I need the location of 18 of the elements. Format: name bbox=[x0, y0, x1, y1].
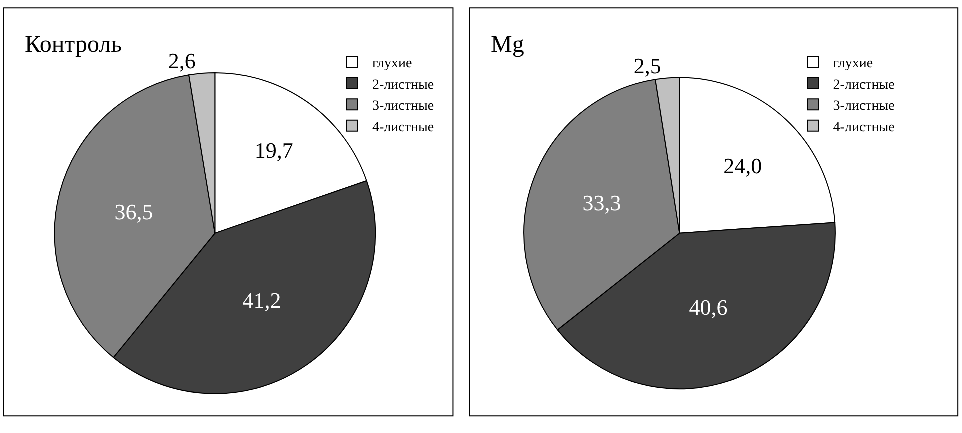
data-label: 33,3 bbox=[582, 190, 622, 216]
legend-label: 4-листные bbox=[833, 120, 895, 136]
data-label: 19,7 bbox=[254, 138, 294, 164]
chart-title: Mg bbox=[491, 32, 524, 58]
legend-label: 4-листные bbox=[372, 120, 434, 136]
chart-title: Контроль bbox=[25, 32, 122, 58]
data-label: 24,0 bbox=[724, 153, 762, 178]
legend-label: 2-листные bbox=[372, 78, 434, 93]
legend-label: 2-листные bbox=[833, 78, 895, 93]
data-label: 41,2 bbox=[242, 288, 282, 313]
legend-label: глухие bbox=[372, 56, 412, 72]
legend-label: 3-листные bbox=[372, 99, 434, 114]
data-label: 40,6 bbox=[689, 295, 728, 320]
legend-label: 3-листные bbox=[833, 99, 895, 114]
legend-label: глухие bbox=[833, 56, 874, 72]
data-label: 2,6 bbox=[168, 48, 196, 74]
data-label: 36,5 bbox=[114, 199, 154, 224]
data-label: 2,5 bbox=[634, 53, 662, 78]
